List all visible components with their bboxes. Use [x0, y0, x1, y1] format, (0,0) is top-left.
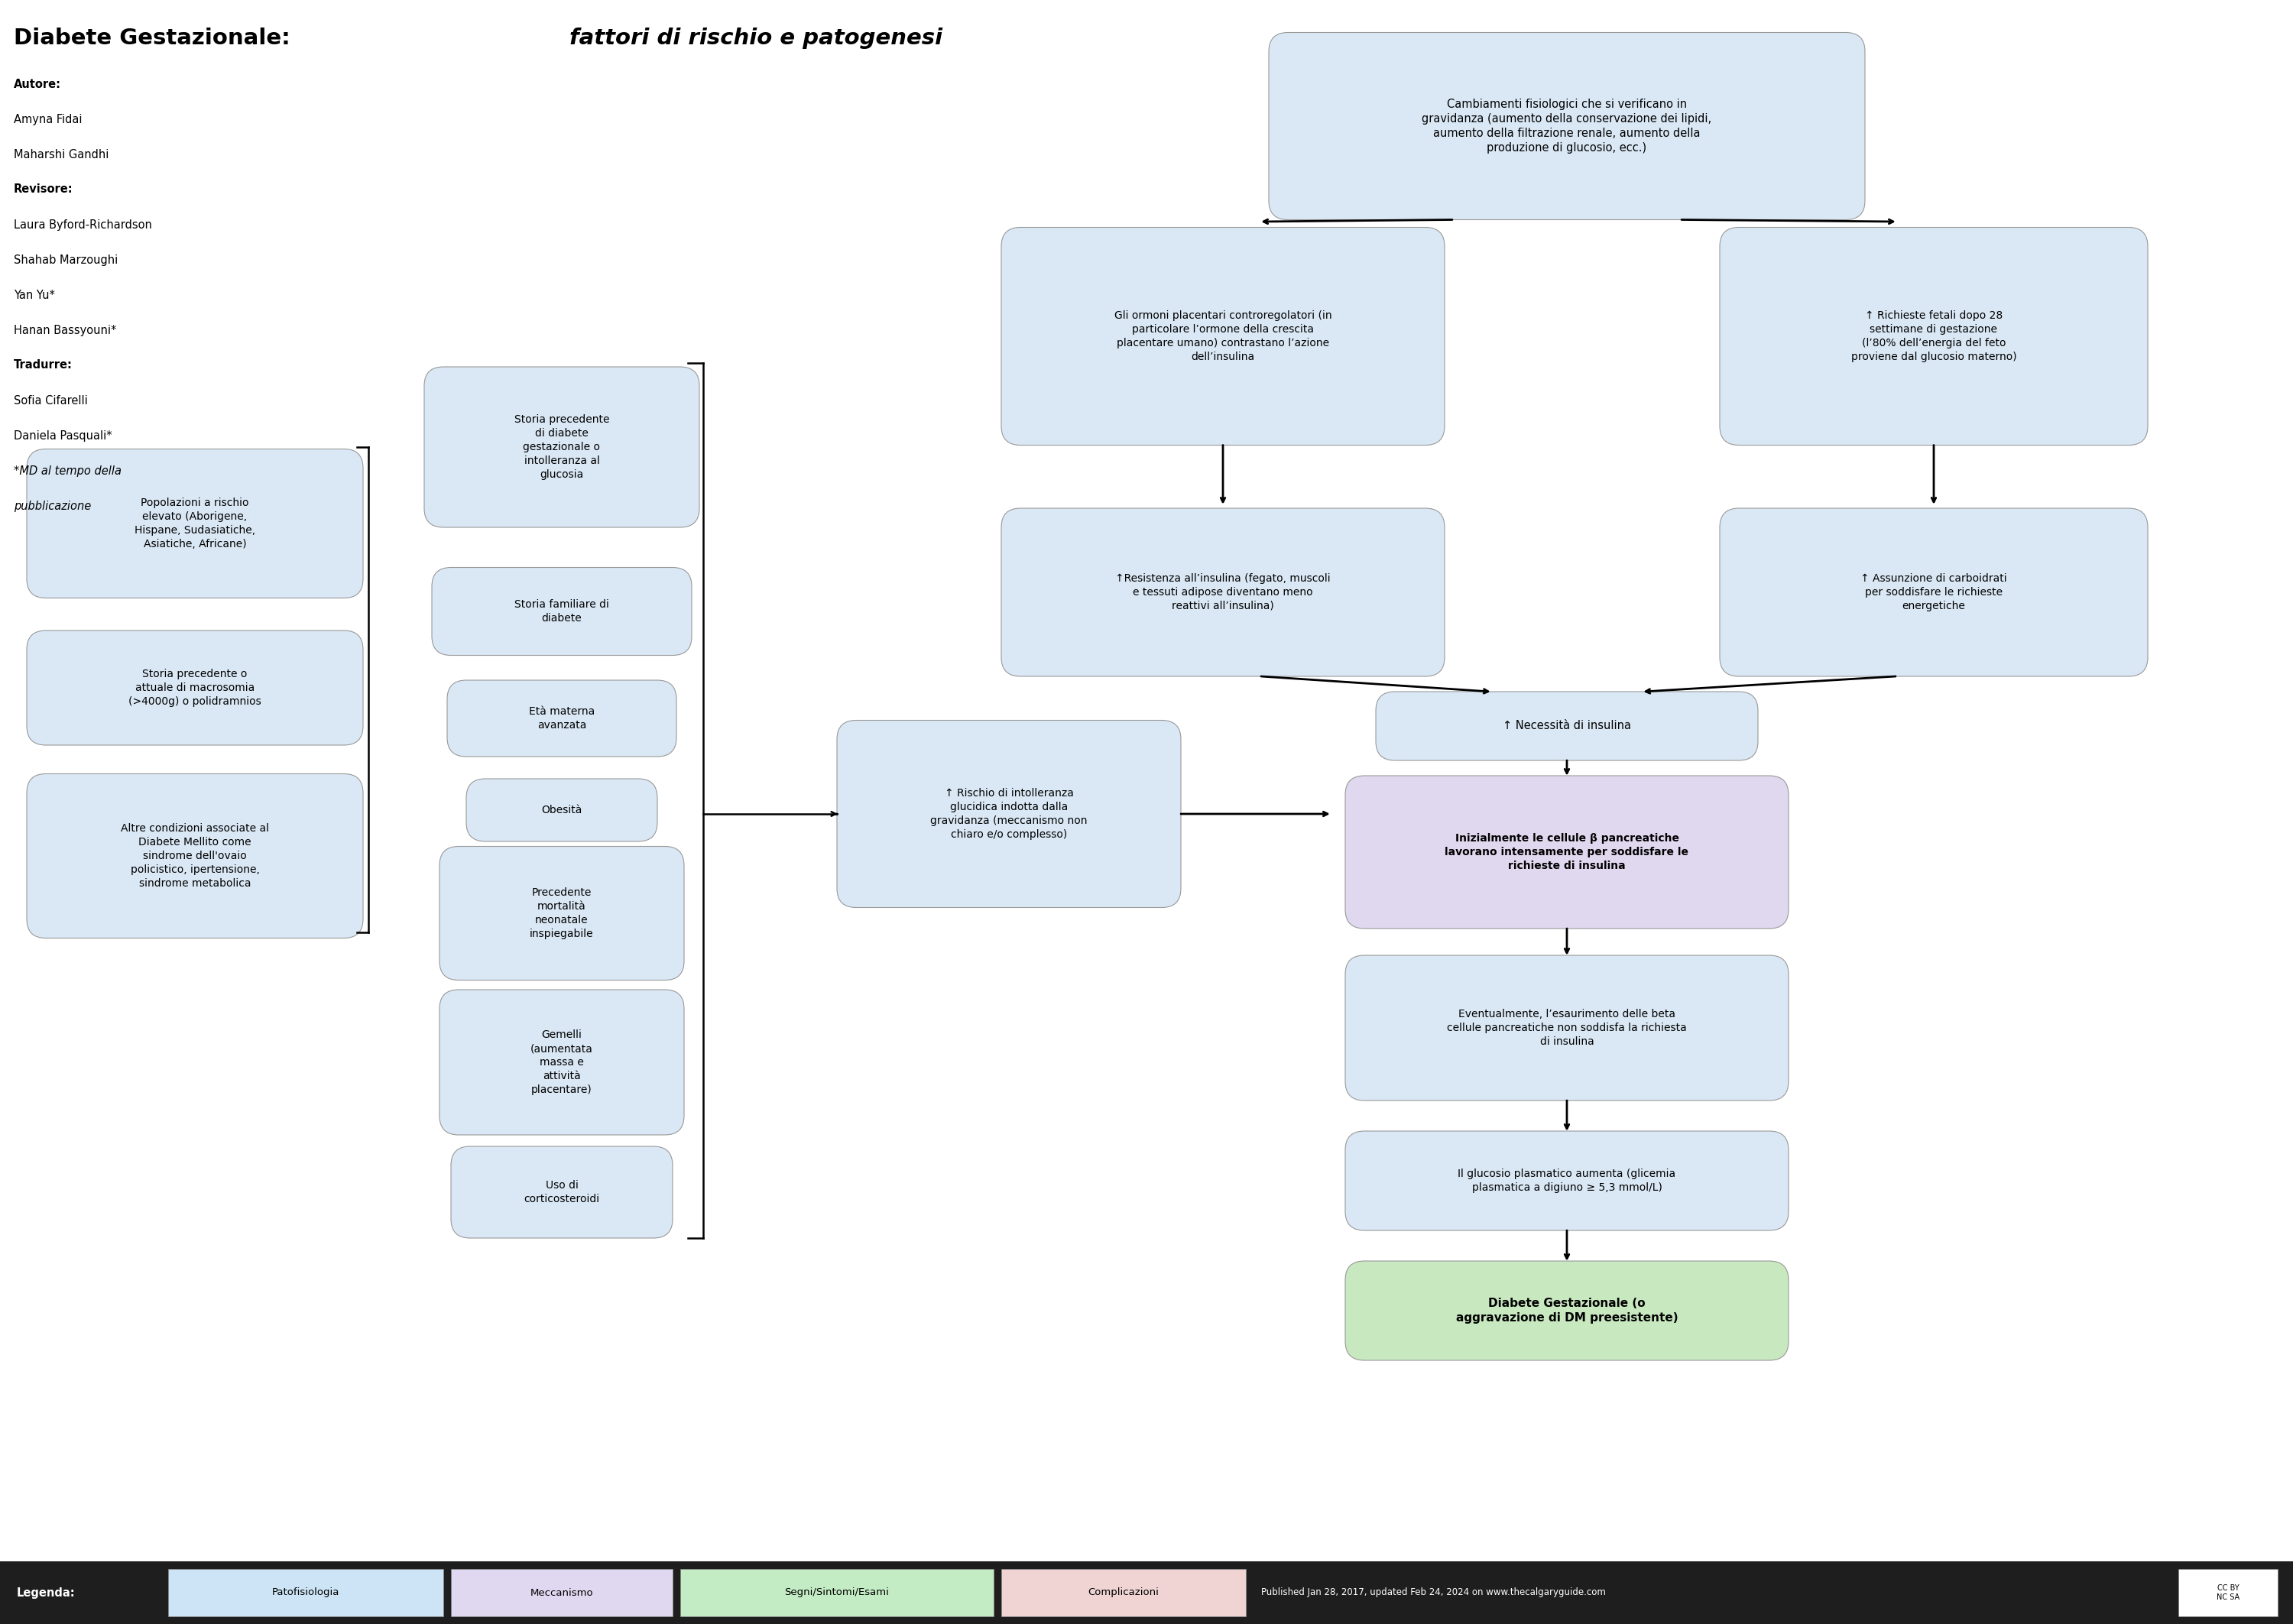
Text: Tradurre:: Tradurre:: [14, 359, 73, 370]
FancyBboxPatch shape: [1346, 955, 1789, 1101]
Text: Storia precedente
di diabete
gestazionale o
intolleranza al
glucosia: Storia precedente di diabete gestazional…: [514, 414, 610, 479]
Bar: [0, 1561, 2293, 1624]
FancyBboxPatch shape: [837, 721, 1181, 908]
Text: Amyna Fidai: Amyna Fidai: [14, 114, 83, 125]
Bar: [1002, 1569, 1245, 1616]
FancyBboxPatch shape: [1268, 32, 1864, 219]
Text: fattori di rischio e patogenesi: fattori di rischio e patogenesi: [569, 28, 942, 49]
FancyBboxPatch shape: [28, 448, 362, 598]
Text: Complicazioni: Complicazioni: [1089, 1588, 1158, 1598]
FancyBboxPatch shape: [440, 846, 683, 981]
Text: Maharshi Gandhi: Maharshi Gandhi: [14, 149, 108, 161]
Text: Uso di
corticosteroidi: Uso di corticosteroidi: [523, 1181, 601, 1205]
FancyBboxPatch shape: [1720, 227, 2149, 445]
Text: *MD al tempo della: *MD al tempo della: [14, 464, 122, 476]
Bar: [167, 1569, 443, 1616]
FancyBboxPatch shape: [1002, 508, 1445, 676]
FancyBboxPatch shape: [465, 780, 658, 841]
Text: Segni/Sintomi/Esami: Segni/Sintomi/Esami: [784, 1588, 890, 1598]
Text: Storia familiare di
diabete: Storia familiare di diabete: [514, 599, 610, 624]
Text: Cambiamenti fisiologici che si verificano in
gravidanza (aumento della conservaz: Cambiamenti fisiologici che si verifican…: [1422, 99, 1713, 154]
Text: Diabete Gestazionale (o
aggravazione di DM preesistente): Diabete Gestazionale (o aggravazione di …: [1456, 1298, 1678, 1324]
FancyBboxPatch shape: [440, 989, 683, 1135]
FancyBboxPatch shape: [452, 1147, 672, 1237]
FancyBboxPatch shape: [424, 367, 699, 528]
Text: ↑ Rischio di intolleranza
glucidica indotta dalla
gravidanza (meccanismo non
chi: ↑ Rischio di intolleranza glucidica indo…: [931, 788, 1087, 840]
Text: Meccanismo: Meccanismo: [530, 1588, 594, 1598]
Bar: [681, 1569, 993, 1616]
Text: ↑ Necessità di insulina: ↑ Necessità di insulina: [1502, 721, 1630, 732]
Text: Storia precedente o
attuale di macrosomia
(>4000g) o polidramnios: Storia precedente o attuale di macrosomi…: [128, 669, 261, 706]
Text: Legenda:: Legenda:: [16, 1587, 76, 1598]
Text: CC BY
NC SA: CC BY NC SA: [2217, 1585, 2240, 1601]
Text: Obesità: Obesità: [541, 806, 582, 815]
Text: Diabete Gestazionale:: Diabete Gestazionale:: [14, 28, 298, 49]
Text: Hanan Bassyouni*: Hanan Bassyouni*: [14, 325, 117, 336]
FancyBboxPatch shape: [1002, 227, 1445, 445]
Text: Shahab Marzoughi: Shahab Marzoughi: [14, 253, 117, 266]
Bar: [452, 1569, 672, 1616]
Text: Sofia Cifarelli: Sofia Cifarelli: [14, 395, 87, 406]
Text: Età materna
avanzata: Età materna avanzata: [530, 706, 594, 731]
Text: Patofisiologia: Patofisiologia: [273, 1588, 339, 1598]
Text: Popolazioni a rischio
elevato (Aborigene,
Hispane, Sudasiatiche,
Asiatiche, Afri: Popolazioni a rischio elevato (Aborigene…: [135, 497, 255, 549]
FancyBboxPatch shape: [1346, 1260, 1789, 1361]
FancyBboxPatch shape: [1346, 1130, 1789, 1231]
FancyBboxPatch shape: [1720, 508, 2149, 676]
Text: ↑ Richieste fetali dopo 28
settimane di gestazione
(l’80% dell’energia del feto
: ↑ Richieste fetali dopo 28 settimane di …: [1850, 310, 2016, 362]
Text: Altre condizioni associate al
Diabete Mellito come
sindrome dell'ovaio
policisti: Altre condizioni associate al Diabete Me…: [122, 823, 268, 888]
Text: Eventualmente, l’esaurimento delle beta
cellule pancreatiche non soddisfa la ric: Eventualmente, l’esaurimento delle beta …: [1447, 1009, 1688, 1047]
Text: Gemelli
(aumentata
massa e
attività
placentare): Gemelli (aumentata massa e attività plac…: [530, 1030, 594, 1095]
Text: ↑ Assunzione di carboidrati
per soddisfare le richieste
energetiche: ↑ Assunzione di carboidrati per soddisfa…: [1860, 573, 2006, 611]
Text: Daniela Pasquali*: Daniela Pasquali*: [14, 430, 112, 442]
FancyBboxPatch shape: [28, 773, 362, 939]
Text: Gli ormoni placentari controregolatori (in
particolare l’ormone della crescita
p: Gli ormoni placentari controregolatori (…: [1114, 310, 1332, 362]
Text: Precedente
mortalità
neonatale
inspiegabile: Precedente mortalità neonatale inspiegab…: [530, 887, 594, 939]
Text: Laura Byford-Richardson: Laura Byford-Richardson: [14, 219, 151, 231]
FancyBboxPatch shape: [1346, 776, 1789, 929]
FancyBboxPatch shape: [28, 630, 362, 745]
Text: ↑Resistenza all’insulina (fegato, muscoli
e tessuti adipose diventano meno
reatt: ↑Resistenza all’insulina (fegato, muscol…: [1114, 573, 1330, 611]
Text: Revisore:: Revisore:: [14, 184, 73, 195]
FancyBboxPatch shape: [1376, 692, 1759, 760]
FancyBboxPatch shape: [431, 567, 692, 656]
FancyBboxPatch shape: [447, 680, 676, 757]
Text: Inizialmente le cellule β pancreatiche
lavorano intensamente per soddisfare le
r: Inizialmente le cellule β pancreatiche l…: [1445, 833, 1688, 870]
Text: Autore:: Autore:: [14, 78, 62, 89]
Bar: [2178, 1569, 2277, 1616]
Text: Published Jan 28, 2017, updated Feb 24, 2024 on www.thecalgaryguide.com: Published Jan 28, 2017, updated Feb 24, …: [1261, 1588, 1605, 1598]
Text: pubblicazione: pubblicazione: [14, 500, 92, 512]
Text: Yan Yu*: Yan Yu*: [14, 289, 55, 300]
Text: Il glucosio plasmatico aumenta (glicemia
plasmatica a digiuno ≥ 5,3 mmol/L): Il glucosio plasmatico aumenta (glicemia…: [1458, 1169, 1676, 1194]
